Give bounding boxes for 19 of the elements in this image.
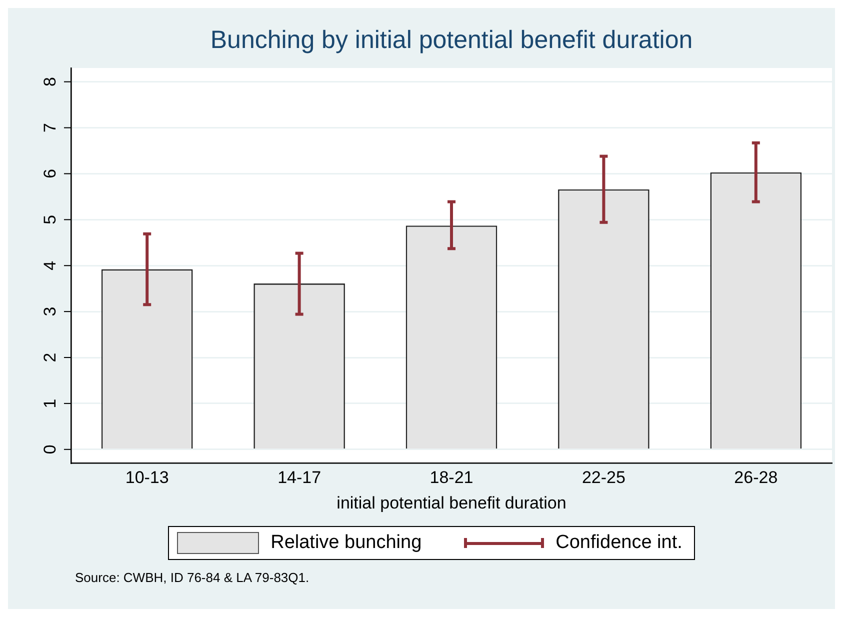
x-tick-label: 14-17 [278,468,322,488]
text: Confidence int. [556,532,682,554]
y-tick-label: 3 [40,306,60,316]
y-tick-label: 8 [40,77,60,87]
legend-label: Relative bunching [270,532,422,554]
y-tick-label: 1 [40,398,60,408]
x-tick-label: 22-25 [582,468,626,488]
y-tick-label: 6 [40,168,60,178]
x-tick-label: 18-21 [430,468,474,488]
y-tick-label: 7 [40,123,60,132]
y-tick-label: 4 [40,260,60,270]
y-tick-label: 2 [40,352,60,362]
x-axis-title: initial potential benefit duration [336,493,566,512]
y-tick-label: 0 [40,444,60,454]
x-tick-label: 26-28 [734,468,778,488]
x-tick-label: 10-13 [125,468,169,488]
y-tick-label: 5 [40,214,60,224]
source-note: Source: CWBH, ID 76-84 & LA 79-83Q1. [75,570,310,585]
chart-title: Bunching by initial potential benefit duration [210,26,693,54]
